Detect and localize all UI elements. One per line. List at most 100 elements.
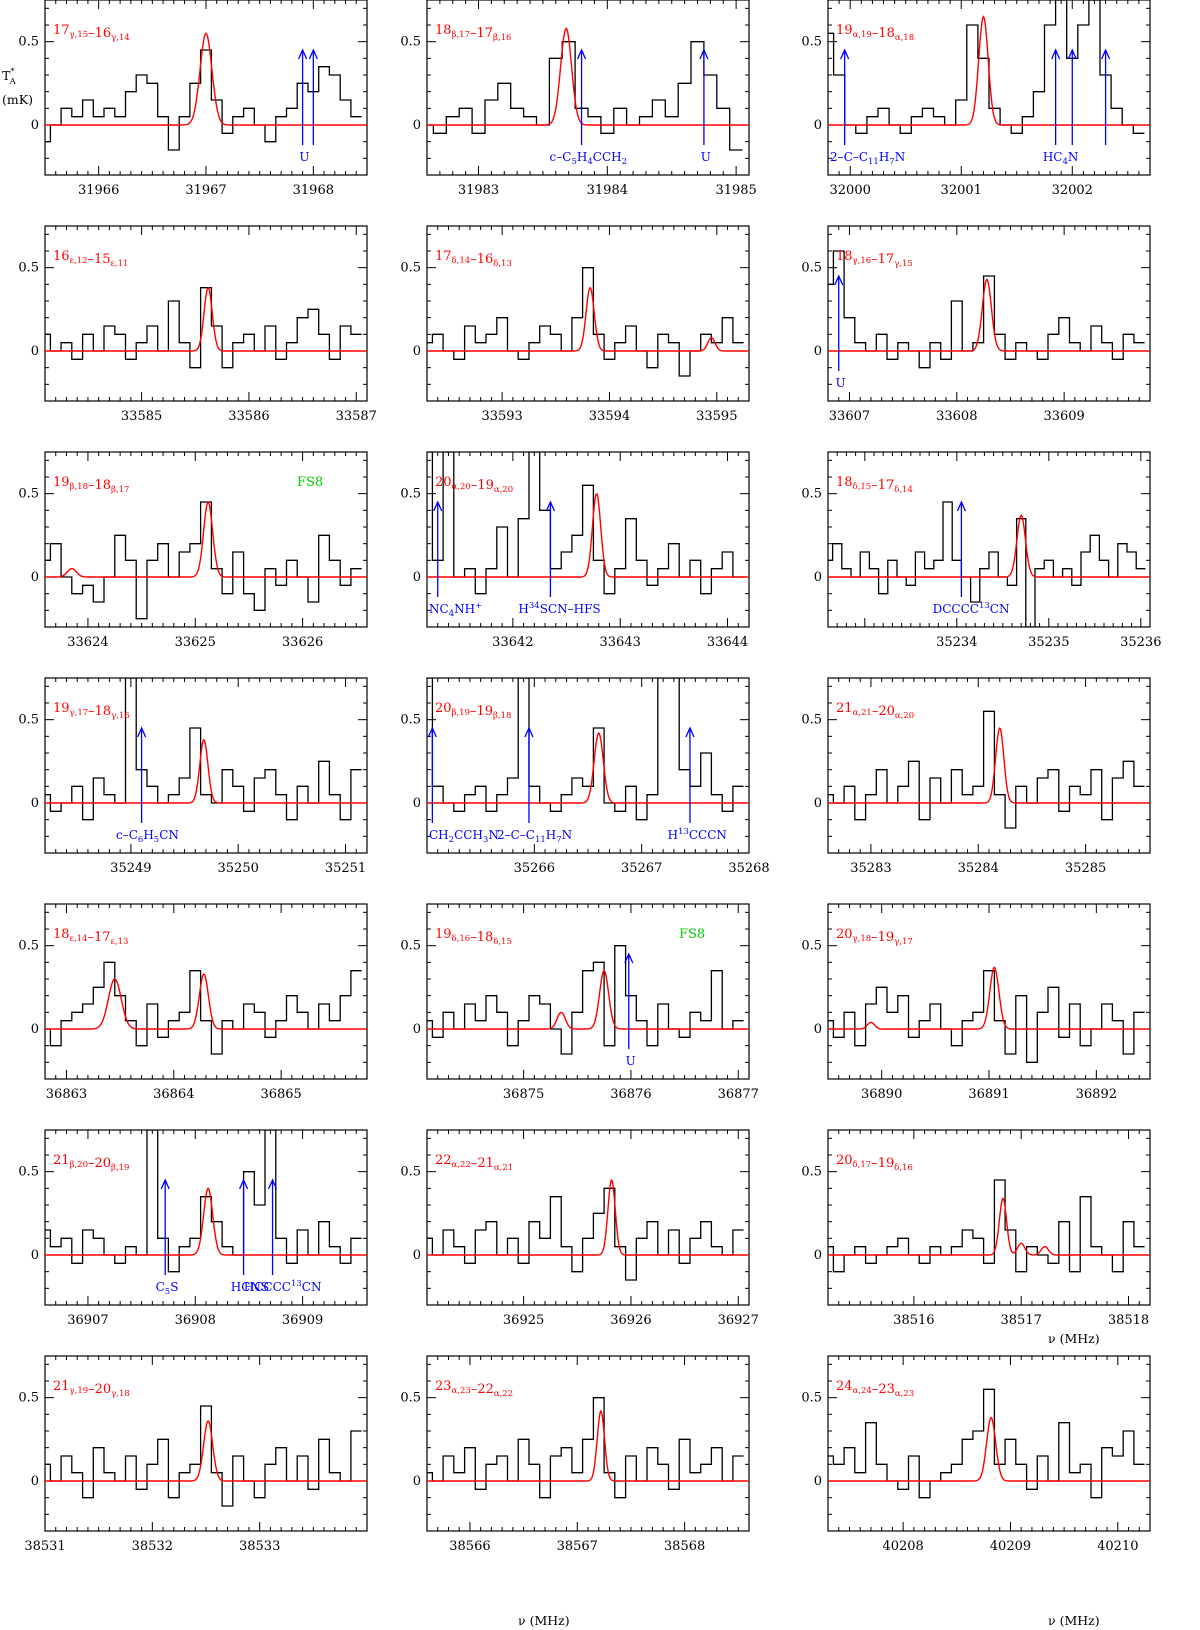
- spectrum-histogram: [828, 1388, 1145, 1499]
- y-tick-label: 0.5: [400, 1391, 421, 1406]
- y-tick-label: 0.5: [18, 713, 39, 728]
- transition-label: 18β,17–17β,16: [435, 23, 511, 43]
- x-tick-label: 38533: [239, 1539, 280, 1554]
- spectrum-histogram: [427, 945, 744, 1055]
- annotation-label: H13CCCN: [668, 827, 727, 842]
- y-tick-label: 0: [31, 570, 39, 585]
- x-tick-label: 35284: [958, 861, 999, 876]
- x-tick-label: 33625: [175, 635, 216, 650]
- annotation-label: U: [626, 1054, 636, 1068]
- annotation-label: U: [701, 150, 711, 164]
- transition-label: 16ε,12–15ε,11: [53, 249, 128, 269]
- panel-17: 36925 36926 36927 0 0.5 22α,22–21α,21: [400, 1129, 759, 1328]
- y-tick-label: 0.5: [801, 35, 822, 50]
- arrow-head: [956, 500, 966, 512]
- x-tick-label: 40209: [990, 1539, 1031, 1554]
- y-tick-label: 0.5: [801, 939, 822, 954]
- y-tick-label: 0: [413, 1022, 421, 1037]
- annotation-label: c–C5H4CCH2: [550, 150, 627, 167]
- panel-7: 33624 33625 33626 0 0.5 19β,18–18β,17 FS8: [18, 451, 368, 650]
- gaussian-fit: [45, 1420, 367, 1482]
- x-tick-label: 33587: [336, 409, 377, 424]
- annotation-label: c–C6H5CN: [116, 828, 179, 845]
- annotation-label: 2–C–C11H7N: [830, 150, 905, 167]
- gaussian-fit: [427, 732, 749, 804]
- x-tick-label: 33586: [228, 409, 269, 424]
- x-tick-label: 33626: [282, 635, 323, 650]
- x-tick-label: 35285: [1065, 861, 1106, 876]
- y-tick-label: 0: [31, 796, 39, 811]
- x-tick-label: 33608: [936, 409, 977, 424]
- x-tick-label: 38517: [1001, 1313, 1042, 1328]
- y-tick-label: 0: [31, 1474, 39, 1489]
- y-tick-label: 0: [31, 1248, 39, 1263]
- spectrum-histogram: [427, 1187, 744, 1281]
- y-axis-label: T* A (mK): [2, 67, 33, 107]
- gaussian-fit: [427, 27, 749, 126]
- x-tick-label: 38531: [24, 1539, 65, 1554]
- transition-label: 18γ,16–17γ,15: [836, 249, 913, 269]
- x-tick-label: 38568: [664, 1539, 705, 1554]
- x-tick-label: 35249: [110, 861, 151, 876]
- panel-15: 36890 36891 36892 0 0.5 20γ,18–19γ,17: [801, 903, 1151, 1102]
- spectrum-histogram: [45, 287, 362, 369]
- panel-11: 35266 35267 35268 0 0.5 20β,19–19β,18 CH2CCH3N…: [400, 677, 770, 876]
- transition-label: 21β,20–20β,19: [53, 1153, 129, 1173]
- x-axis-label-bottom-right: ν (MHz): [1048, 1613, 1100, 1628]
- transition-label: 20β,19–19β,18: [435, 701, 511, 721]
- arrow-head: [160, 1178, 170, 1190]
- spectrum-histogram: [45, 1130, 362, 1273]
- gaussian-fit: [427, 969, 749, 1030]
- arrow-head: [840, 48, 850, 60]
- x-tick-label: 36865: [260, 1087, 301, 1102]
- gaussian-fit: [427, 492, 749, 578]
- panel-frame: [426, 0, 750, 176]
- x-tick-label: 35234: [936, 635, 977, 650]
- gaussian-fit: [828, 278, 1150, 352]
- arrow-head: [427, 726, 437, 738]
- x-tick-label: 35236: [1120, 635, 1161, 650]
- y-tick-label: 0.5: [400, 487, 421, 502]
- transition-label: 19γ,17–18γ,16: [53, 701, 130, 721]
- x-tick-label: 36890: [861, 1087, 902, 1102]
- y-tick-label: 0.5: [801, 713, 822, 728]
- transition-label: 18δ,15–17δ,14: [836, 475, 913, 495]
- transition-label: 19β,18–18β,17: [53, 475, 129, 495]
- gaussian-fit: [427, 1179, 749, 1256]
- arrow-head: [1051, 48, 1061, 60]
- y-tick-label: 0: [814, 1248, 822, 1263]
- transition-label: 22α,22–21α,21: [435, 1153, 513, 1173]
- x-tick-label: 31967: [185, 183, 226, 198]
- spectrum-histogram: [45, 678, 362, 821]
- x-tick-label: 35283: [850, 861, 891, 876]
- arrow-head: [1067, 48, 1077, 60]
- x-tick-label: 38518: [1108, 1313, 1149, 1328]
- x-tick-label: 32002: [1052, 183, 1093, 198]
- y-tick-label: 0.5: [801, 487, 822, 502]
- transition-label: 17δ,14–16δ,13: [435, 249, 512, 269]
- x-tick-label: 36892: [1076, 1087, 1117, 1102]
- y-tick-label: 0: [814, 796, 822, 811]
- fs8-label: FS8: [679, 927, 705, 942]
- transition-label: 23α,23–22α,22: [435, 1379, 513, 1399]
- x-tick-label: 35235: [1028, 635, 1069, 650]
- gaussian-fit: [427, 1409, 749, 1482]
- panel-8: 33642 33643 33644 0 0.5 20α,20–19α,20 NC4NH+ H3…: [400, 451, 750, 650]
- gaussian-fit: [45, 1187, 367, 1256]
- y-tick-label: 0: [31, 118, 39, 133]
- x-tick-label: 38567: [557, 1539, 598, 1554]
- transition-label: 19α,19–18α,18: [836, 23, 914, 43]
- arrow-head: [267, 1178, 278, 1190]
- x-tick-label: 35251: [325, 861, 366, 876]
- annotation-label: CH2CCH3N: [429, 828, 499, 845]
- panel-frame: [827, 451, 1151, 628]
- transition-label: 24α,24–23α,23: [836, 1379, 914, 1399]
- y-tick-label: 0.5: [18, 1165, 39, 1180]
- y-tick-label: 0: [814, 1474, 822, 1489]
- panel-16: 36907 36908 36909 0 0.5 21β,20–20β,19 C5S HCNSH…: [18, 1129, 368, 1328]
- arrow-head: [699, 48, 709, 60]
- x-axis-label-bottom-center: ν (MHz): [518, 1613, 570, 1628]
- gaussian-fit: [828, 966, 1150, 1030]
- x-tick-label: 33644: [707, 635, 748, 650]
